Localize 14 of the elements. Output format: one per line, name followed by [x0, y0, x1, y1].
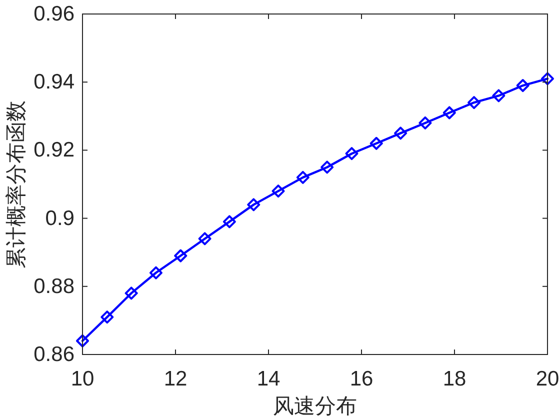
x-axis-title: 风速分布: [273, 394, 357, 418]
x-tick-label: 16: [350, 368, 374, 390]
y-tick-label: 0.88: [34, 274, 74, 298]
y-tick-label: 0.94: [34, 70, 74, 94]
x-tick-label: 10: [70, 368, 94, 390]
y-tick-label: 0.9: [45, 206, 74, 230]
y-tick-label: 0.96: [34, 2, 74, 26]
y-tick-label: 0.92: [34, 138, 74, 162]
x-tick-label: 14: [256, 368, 280, 390]
x-tick-label: 18: [442, 368, 466, 390]
x-tick-label: 12: [164, 368, 188, 390]
y-axis-title: 累计概率分布函数: [4, 100, 28, 268]
x-tick-label: 20: [536, 368, 560, 390]
y-tick-label: 0.86: [34, 343, 74, 366]
